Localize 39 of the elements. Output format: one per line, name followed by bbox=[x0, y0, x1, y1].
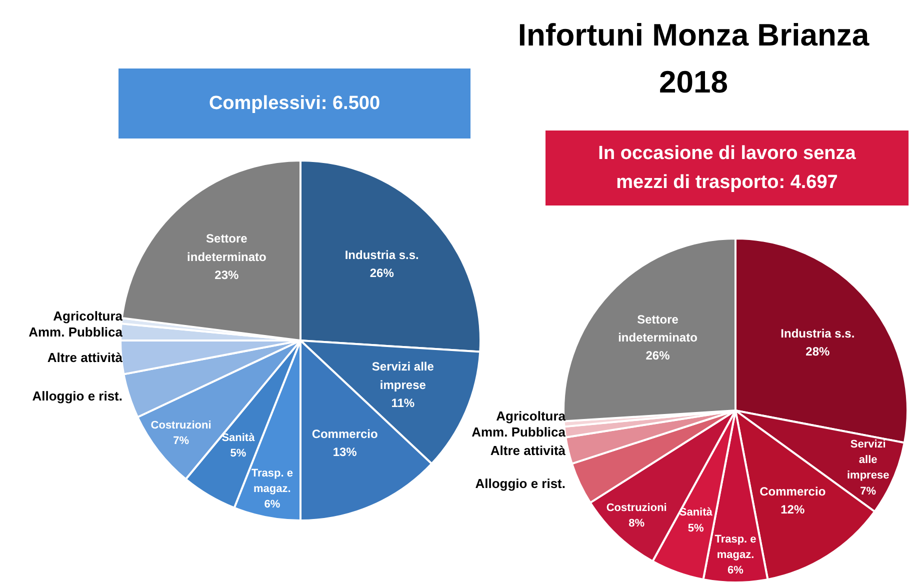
data-label: 7% bbox=[173, 434, 190, 447]
data-label: 8% bbox=[628, 518, 645, 530]
slice-label: Agricoltura bbox=[496, 408, 566, 424]
slice-label: Sanità bbox=[222, 432, 256, 444]
slice-label: Industria s.s. bbox=[780, 326, 855, 340]
slice-label: Costruzioni bbox=[150, 419, 212, 432]
slice-label: Alloggio e rist. bbox=[32, 388, 123, 404]
data-label: 5% bbox=[688, 522, 704, 534]
slice-label: Servizi alle imprese bbox=[847, 438, 890, 482]
slice-label: Altre attività bbox=[47, 350, 124, 365]
slice-label: Commercio bbox=[312, 426, 378, 441]
slice-label: Commercio bbox=[760, 484, 826, 498]
data-label: 26% bbox=[646, 348, 670, 363]
chart-title: Complessivi: 6.500 bbox=[208, 93, 380, 114]
slice-label: Servizi alle imprese bbox=[372, 360, 434, 392]
slice-label: Altre attività bbox=[490, 443, 566, 458]
data-label: 12% bbox=[780, 502, 805, 517]
slice-label: Amm. Pubblica bbox=[28, 324, 124, 340]
data-label: 23% bbox=[214, 268, 240, 282]
slice-label: Settore indeterminato bbox=[618, 312, 698, 344]
slice-label: Trasp. e magaz. bbox=[714, 533, 756, 561]
data-label: 13% bbox=[332, 445, 358, 460]
slice-label: Costruzioni bbox=[606, 502, 667, 514]
data-label: 26% bbox=[370, 266, 394, 280]
slice-label: Sanità bbox=[679, 506, 714, 519]
slice-label: Settore indeterminato bbox=[187, 232, 266, 264]
data-label: 6% bbox=[264, 498, 280, 511]
data-label: 28% bbox=[806, 344, 830, 359]
chart-title: In occasione di lavoro senza mezzi di trasporto: 4.697 bbox=[598, 142, 856, 194]
text: Infortuni Monza Brianza 2018 bbox=[518, 17, 870, 100]
data-label: 6% bbox=[728, 564, 744, 577]
slice-label: Agricoltura bbox=[53, 308, 124, 324]
slice-label: Industria s.s. bbox=[344, 248, 419, 262]
data-label: 7% bbox=[860, 485, 876, 498]
slice-label: Trasp. e magaz. bbox=[251, 467, 293, 496]
slice-label: Alloggio e rist. bbox=[475, 476, 566, 492]
slice-label: Amm. Pubblica bbox=[472, 424, 566, 440]
data-label: 11% bbox=[391, 396, 415, 410]
data-label: 5% bbox=[230, 448, 246, 460]
